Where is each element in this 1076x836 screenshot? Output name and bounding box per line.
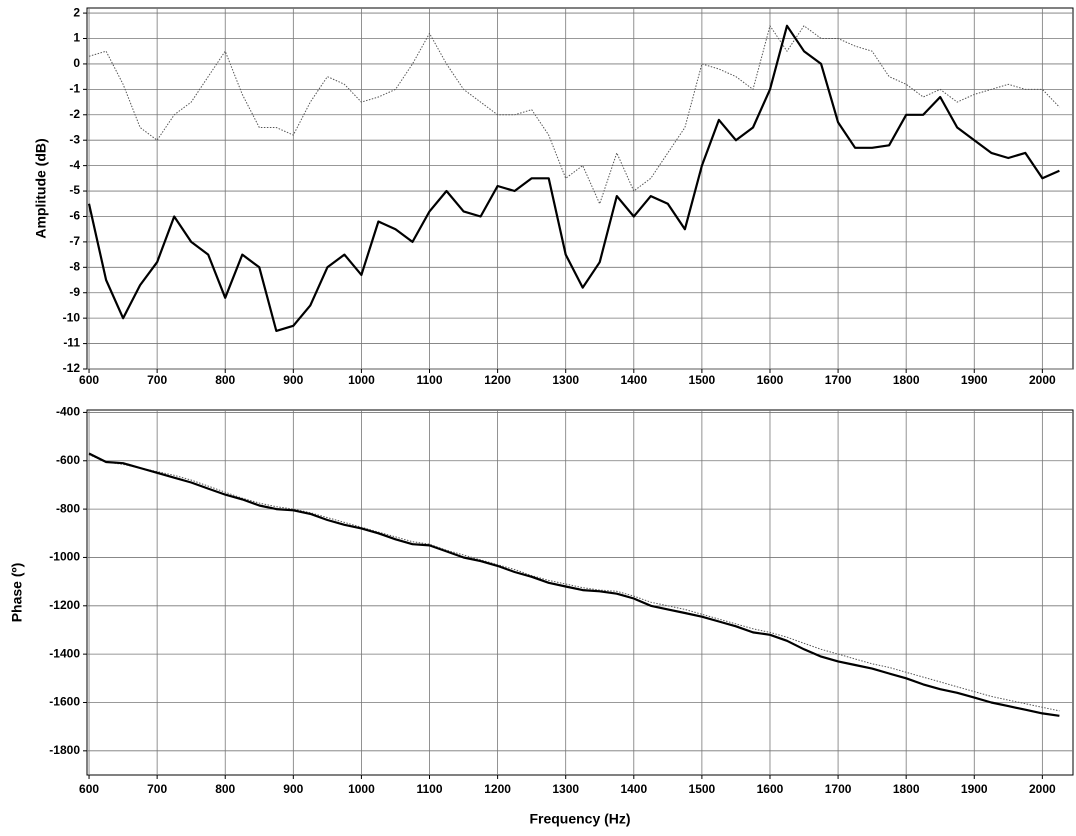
line-series [88, 452, 1060, 717]
x-tick-label: 1700 [825, 782, 852, 796]
x-tick-label: 1100 [416, 782, 442, 796]
plot-area [86, 7, 1074, 370]
x-tick-label: 1500 [689, 782, 716, 796]
x-tick-label: 2000 [1029, 782, 1056, 796]
line-series [88, 454, 1060, 712]
y-tick-label: 1 [73, 31, 80, 45]
x-tick-label: 800 [215, 782, 235, 796]
y-axis-title: Phase (º) [9, 563, 25, 623]
x-tick-label: 1100 [416, 373, 442, 387]
x-tick-label: 800 [215, 373, 235, 387]
x-tick-label: 600 [79, 373, 99, 387]
x-tick-label: 1500 [689, 373, 716, 387]
y-tick-label: -11 [63, 336, 80, 350]
y-tick-label: -9 [69, 285, 80, 299]
x-tick-label: 1000 [348, 782, 375, 796]
x-tick-label: 1400 [620, 373, 647, 387]
x-tick-label: 900 [283, 782, 303, 796]
x-tick-label: 1900 [961, 782, 988, 796]
y-tick-label: -800 [56, 501, 80, 515]
x-axis-title: Frequency (Hz) [529, 811, 630, 827]
y-tick-label: -1800 [49, 743, 80, 757]
x-tick-label: 600 [79, 782, 99, 796]
x-tick-label: 1600 [757, 373, 784, 387]
y-tick-label: -400 [56, 405, 80, 419]
line-series [88, 25, 1060, 205]
y-tick-label: -1600 [49, 695, 80, 709]
x-tick-label: 1800 [893, 782, 920, 796]
y-tick-label: -1 [69, 82, 80, 96]
x-tick-label: 1300 [552, 373, 579, 387]
x-tick-label: 1900 [961, 373, 988, 387]
x-tick-label: 2000 [1029, 373, 1056, 387]
x-tick-label: 1700 [825, 373, 852, 387]
plot-area [86, 409, 1074, 776]
y-tick-label: -8 [69, 259, 80, 273]
x-tick-label: 1200 [484, 782, 511, 796]
y-axis-title: Amplitude (dB) [33, 138, 49, 238]
x-tick-label: 900 [283, 373, 303, 387]
y-tick-label: -1400 [49, 646, 80, 660]
x-tick-label: 1800 [893, 373, 920, 387]
x-tick-label: 1000 [348, 373, 375, 387]
y-tick-label: -10 [63, 310, 81, 324]
x-tick-label: 1400 [620, 782, 647, 796]
x-tick-label: 1600 [757, 782, 784, 796]
y-tick-label: -5 [69, 183, 80, 197]
y-tick-label: -1200 [49, 598, 80, 612]
y-tick-label: -12 [63, 361, 81, 375]
y-tick-label: -1000 [49, 550, 80, 564]
y-tick-label: -2 [69, 107, 80, 121]
line-series [87, 24, 1060, 332]
x-tick-label: 1200 [484, 373, 511, 387]
y-tick-label: -7 [69, 234, 80, 248]
y-tick-label: 0 [73, 56, 80, 70]
x-tick-label: 1300 [552, 782, 579, 796]
y-tick-label: -600 [56, 453, 80, 467]
x-tick-label: 700 [147, 373, 167, 387]
y-tick-label: -4 [69, 158, 80, 172]
y-tick-label: -3 [69, 132, 80, 146]
y-tick-label: -6 [69, 209, 80, 223]
y-tick-label: 2 [73, 5, 80, 19]
x-tick-label: 700 [147, 782, 167, 796]
